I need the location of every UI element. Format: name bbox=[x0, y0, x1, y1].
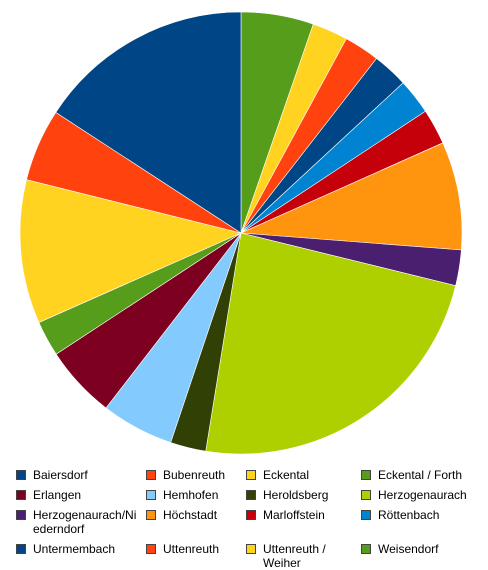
legend-label: Hemhofen bbox=[163, 488, 219, 502]
legend-swatch bbox=[361, 490, 371, 500]
legend-swatch bbox=[246, 544, 256, 554]
legend-swatch bbox=[246, 490, 256, 500]
legend-label: Uttenreuth bbox=[163, 542, 220, 556]
legend-row: Baiersdorf Bubenreuth Eckental Eckental … bbox=[14, 468, 484, 488]
legend-swatch bbox=[16, 544, 26, 554]
legend-label: Baiersdorf bbox=[33, 468, 88, 482]
legend-item-weisendorf: Weisendorf bbox=[359, 542, 484, 556]
legend-item-uttenreuth: Uttenreuth bbox=[144, 542, 244, 556]
legend-item-herzogenaurach-niederndorf: Herzogenaurach/Niederndorf bbox=[14, 508, 144, 536]
legend-label: Herzogenaurach/Niederndorf bbox=[33, 508, 137, 536]
legend-swatch bbox=[16, 490, 26, 500]
legend-label: Eckental bbox=[263, 468, 310, 482]
legend-swatch bbox=[16, 510, 26, 520]
legend-swatch bbox=[246, 510, 256, 520]
legend-swatch bbox=[146, 510, 156, 520]
legend-label: Erlangen bbox=[33, 488, 82, 502]
chart-legend: Baiersdorf Bubenreuth Eckental Eckental … bbox=[14, 468, 484, 570]
pie-slice-h-chstadt bbox=[240, 142, 463, 251]
legend-label: Herzogenaurach bbox=[378, 488, 467, 502]
legend-item-untermembach: Untermembach bbox=[14, 542, 144, 556]
legend-swatch bbox=[146, 470, 156, 480]
legend-label: Röttenbach bbox=[378, 508, 440, 522]
pie-slice-baiersdorf bbox=[55, 11, 242, 234]
legend-swatch bbox=[146, 490, 156, 500]
legend-item-bubenreuth: Bubenreuth bbox=[144, 468, 244, 482]
legend-label: Heroldsberg bbox=[263, 488, 329, 502]
legend-item-hemhofen: Hemhofen bbox=[144, 488, 244, 502]
legend-swatch bbox=[361, 470, 371, 480]
legend-row: Herzogenaurach/Niederndorf Höchstadt Mar… bbox=[14, 508, 484, 542]
legend-item-heroldsberg: Heroldsberg bbox=[244, 488, 359, 502]
legend-label: Eckental / Forth bbox=[378, 468, 463, 482]
pie-slice-herzogenaurach bbox=[205, 232, 457, 455]
legend-item-uttenreuth-weiher: Uttenreuth / Weiher bbox=[244, 542, 359, 570]
legend-row: Erlangen Hemhofen Heroldsberg Herzogenau… bbox=[14, 488, 484, 508]
legend-item-herzogenaurach: Herzogenaurach bbox=[359, 488, 484, 502]
legend-item-erlangen: Erlangen bbox=[14, 488, 144, 502]
pie-chart bbox=[19, 11, 463, 455]
legend-label: Marloffstein bbox=[263, 508, 325, 522]
legend-label: Weisendorf bbox=[378, 542, 439, 556]
legend-row: Untermembach Uttenreuth Uttenreuth / Wei… bbox=[14, 542, 484, 570]
legend-label: Untermembach bbox=[33, 542, 116, 556]
legend-label: Uttenreuth / Weiher bbox=[263, 542, 326, 570]
legend-item-eckental-forth: Eckental / Forth bbox=[359, 468, 484, 482]
legend-swatch bbox=[16, 470, 26, 480]
legend-item-roettenbach: Röttenbach bbox=[359, 508, 484, 522]
pie-slice-eckental bbox=[19, 179, 242, 323]
legend-item-marloffstein: Marloffstein bbox=[244, 508, 359, 522]
legend-swatch bbox=[246, 470, 256, 480]
legend-item-hoechstadt: Höchstadt bbox=[144, 508, 244, 522]
legend-swatch bbox=[146, 544, 156, 554]
legend-swatch bbox=[361, 510, 371, 520]
legend-label: Höchstadt bbox=[163, 508, 218, 522]
legend-item-eckental: Eckental bbox=[244, 468, 359, 482]
legend-swatch bbox=[361, 544, 371, 554]
legend-item-baiersdorf: Baiersdorf bbox=[14, 468, 144, 482]
legend-label: Bubenreuth bbox=[163, 468, 226, 482]
